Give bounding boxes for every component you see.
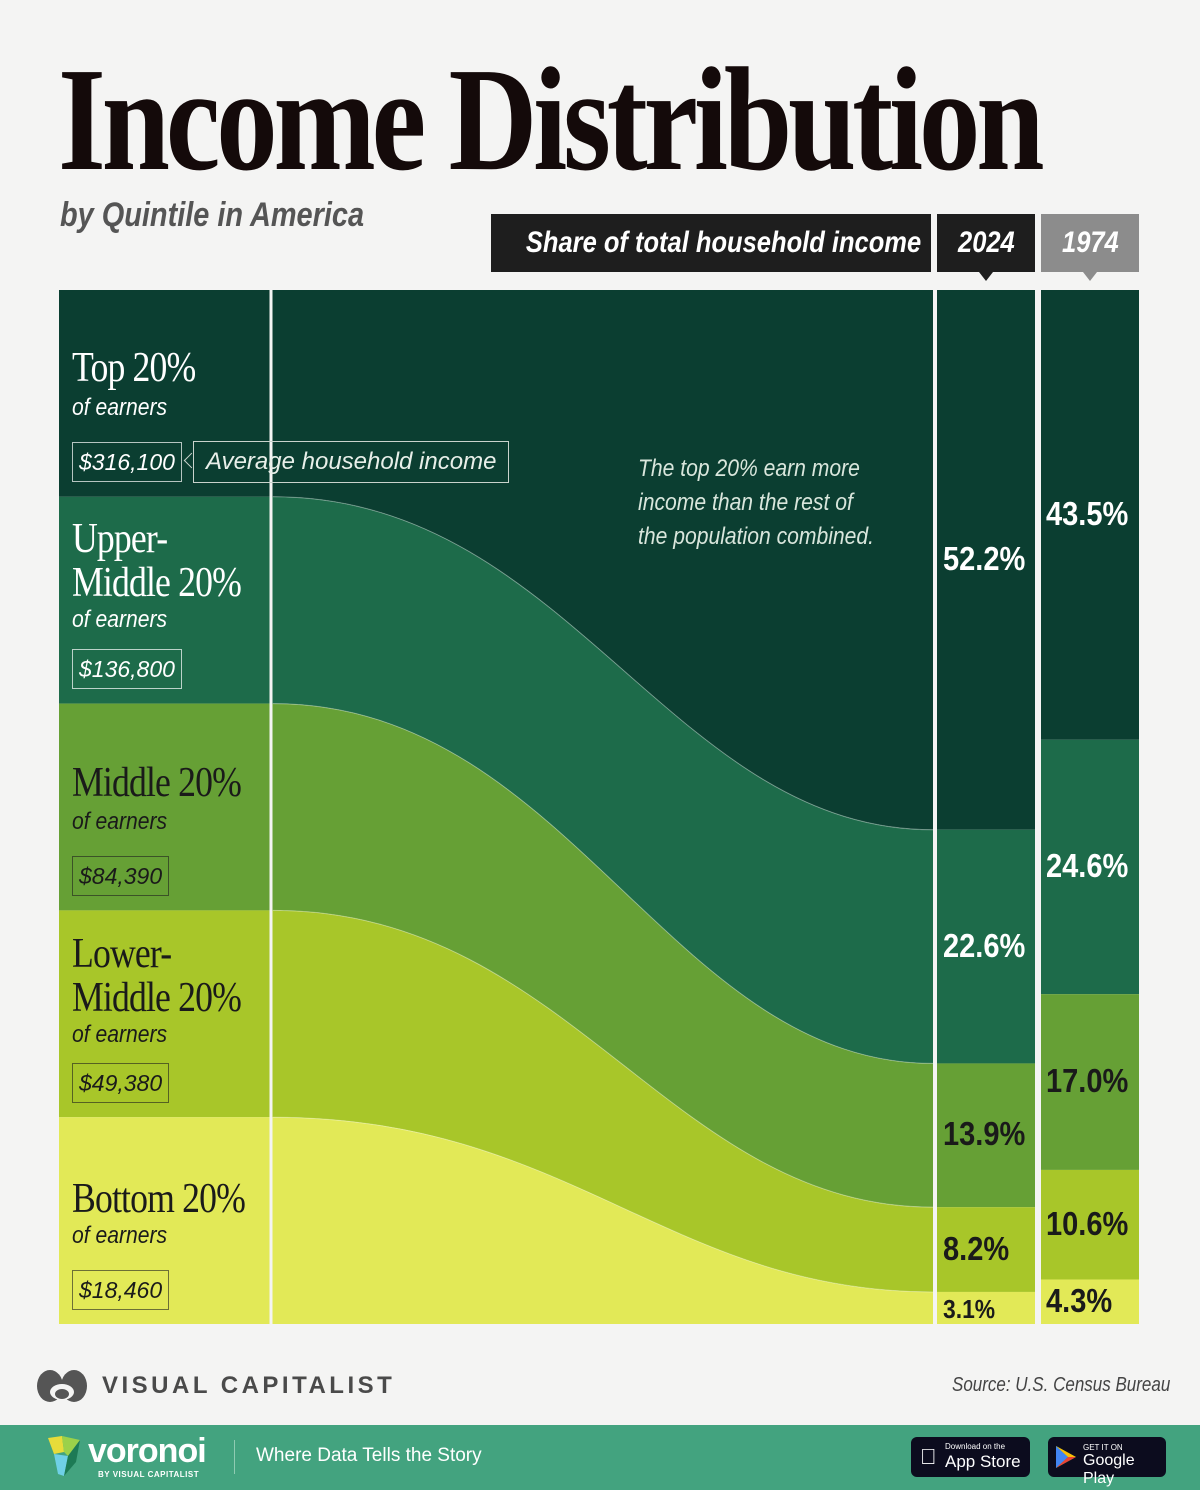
footer-divider: [234, 1440, 235, 1474]
quintile-block: [59, 290, 273, 497]
pct-label-2024: 3.1%: [943, 1293, 996, 1324]
pct-label-2024: 8.2%: [943, 1229, 1010, 1267]
quintile-subtitle: of earners: [72, 606, 168, 633]
chart-title: Income Distribution: [58, 38, 1045, 202]
pct-label-2024: 13.9%: [943, 1115, 1026, 1153]
bar-2024-segment: [937, 829, 1035, 1064]
avg-income-value: $84,390: [72, 856, 170, 896]
apple-icon: : [920, 1444, 937, 1470]
pct-label-1974: 4.3%: [1046, 1281, 1113, 1319]
income-flow-chart: [59, 290, 1139, 1324]
avg-income-value: $18,460: [72, 1270, 170, 1310]
year-2024-label: 2024: [957, 226, 1015, 259]
bar-1974-segment: [1041, 994, 1139, 1170]
source-note: Source: U.S. Census Bureau: [952, 1374, 1171, 1396]
flow-band: [273, 703, 933, 1208]
quintile-title: Middle 20%: [72, 975, 242, 1021]
quintile-title: Middle 20%: [72, 760, 242, 806]
quintile-title: Top 20%: [72, 345, 196, 391]
quintile-subtitle: of earners: [72, 1021, 168, 1048]
flow-band: [273, 910, 933, 1292]
pct-label-2024: 22.6%: [943, 926, 1026, 964]
flow-boundary: [272, 703, 934, 1064]
annotation-line: The top 20% earn more: [638, 455, 860, 482]
bar-2024-segment: [937, 1207, 1035, 1292]
quintile-title: Upper-: [72, 516, 168, 562]
voronoi-logo-icon: [46, 1436, 82, 1482]
annotation: The top 20% earn more income than the re…: [638, 452, 874, 554]
pct-label-1974: 17.0%: [1046, 1062, 1129, 1100]
annotation-line: the population combined.: [638, 523, 875, 550]
visual-capitalist-logo-icon: [36, 1366, 88, 1408]
pct-label-1974: 24.6%: [1046, 846, 1129, 884]
bar-1974-segment: [1041, 1169, 1139, 1280]
quintile-subtitle: of earners: [72, 1222, 168, 1249]
quintile-subtitle: of earners: [72, 808, 168, 835]
tagline: Where Data Tells the Story: [256, 1445, 482, 1466]
google-play-label: Google Play: [1083, 1452, 1135, 1487]
quintile-block: [59, 910, 273, 1118]
app-store-button[interactable]:  Download on the App Store: [911, 1437, 1030, 1477]
voronoi-byline: BY VISUAL CAPITALIST: [98, 1470, 200, 1479]
voronoi-wordmark: voronoi: [88, 1432, 207, 1470]
brand-name: VISUAL CAPITALIST: [102, 1372, 396, 1399]
share-header-label: Share of total household income: [525, 226, 922, 259]
quintile-block: [59, 703, 273, 911]
flow-band: [273, 1117, 933, 1324]
bar-2024-segment: [937, 1063, 1035, 1208]
pct-label-2024: 52.2%: [943, 539, 1026, 577]
bar-2024-segment: [937, 290, 1035, 830]
bar-1974-segment: [1041, 290, 1139, 740]
pct-label-1974: 10.6%: [1046, 1204, 1129, 1242]
google-play-small: GET IT ON: [1083, 1443, 1123, 1452]
share-header: Share of total household income: [491, 214, 931, 272]
year-2024-header: 2024: [937, 214, 1035, 281]
flow-boundary: [272, 909, 934, 1208]
bar-1974-segment: [1041, 739, 1139, 995]
pct-label-1974: 43.5%: [1046, 494, 1129, 532]
google-play-button[interactable]: GET IT ON Google Play: [1048, 1437, 1166, 1487]
google-play-icon: [1056, 1446, 1076, 1473]
app-store-label: App Store: [945, 1452, 1021, 1471]
quintile-block: [59, 1117, 273, 1324]
avg-income-value: $136,800: [72, 649, 182, 689]
flow-boundary: [272, 1116, 934, 1293]
year-1974-label: 1974: [1061, 226, 1119, 259]
quintile-title: Lower-: [72, 931, 172, 977]
quintile-title: Bottom 20%: [72, 1176, 246, 1222]
avg-income-callout: Average household income: [193, 441, 510, 483]
flow-boundary: [272, 496, 934, 831]
flow-band: [273, 290, 933, 830]
avg-income-value: $49,380: [72, 1063, 170, 1103]
chart-subtitle: by Quintile in America: [60, 196, 365, 234]
app-store-small: Download on the: [945, 1442, 1006, 1451]
bar-1974-segment: [1041, 1279, 1139, 1324]
bar-2024-segment: [937, 1291, 1035, 1324]
year-1974-header: 1974: [1041, 214, 1139, 281]
flow-band: [273, 496, 933, 1064]
quintile-subtitle: of earners: [72, 394, 168, 421]
avg-income-value: $316,100: [72, 442, 182, 482]
quintile-title: Middle 20%: [72, 560, 242, 606]
quintile-block: [59, 496, 273, 704]
annotation-line: income than the rest of: [638, 489, 853, 516]
